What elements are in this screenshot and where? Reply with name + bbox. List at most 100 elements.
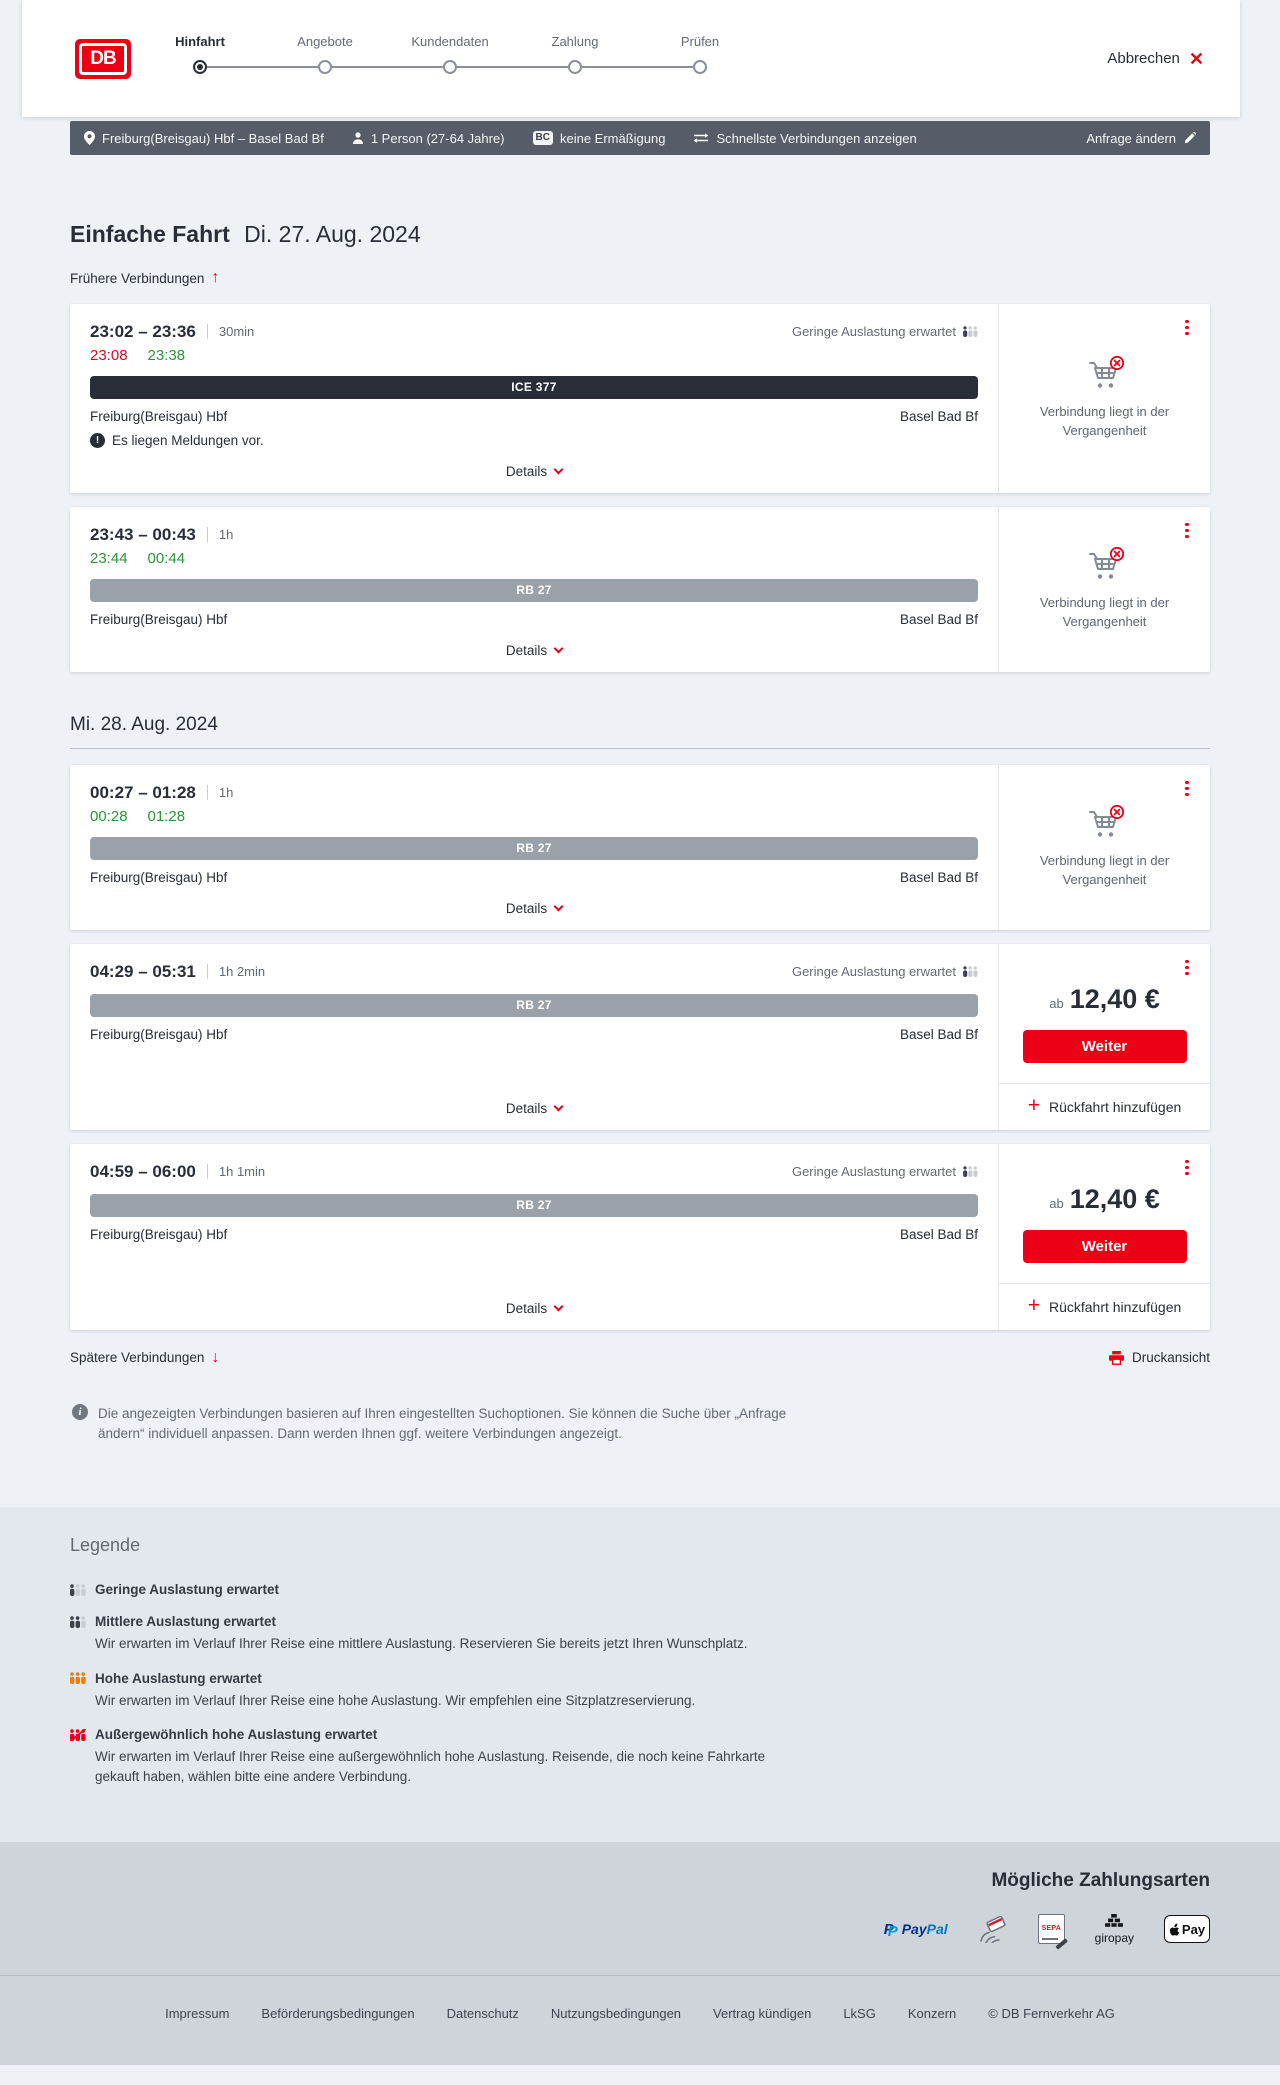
- step-prüfen: Prüfen: [681, 34, 818, 86]
- cart-past-icon: [1088, 546, 1124, 579]
- price-amount: 12,40 €: [1069, 983, 1160, 1014]
- connection-side-panel: ab 12,40 € Weiter + Rückfahrt hinzufügen: [998, 1143, 1210, 1330]
- footer-link[interactable]: Vertrag kündigen: [713, 2005, 812, 2021]
- legend-item-title: Mittlere Auslastung erwartet: [95, 1614, 277, 1630]
- discount-summary: BC keine Ermäßigung: [532, 131, 665, 146]
- legend-item-head: Hohe Auslastung erwartet: [70, 1671, 1210, 1686]
- departure-station: Freiburg(Breisgau) Hbf: [90, 1226, 228, 1242]
- step-label: Prüfen: [680, 33, 720, 49]
- stations-row: Freiburg(Breisgau) Hbf Basel Bad Bf: [90, 409, 978, 424]
- connection-main: 23:43 – 00:43 1h 23:44 00:44 RB 27 Freiburg(B…: [70, 507, 998, 672]
- step-zahlung: Zahlung: [552, 34, 693, 86]
- earlier-connections-link[interactable]: Frühere Verbindungen ↑: [70, 270, 219, 286]
- details-toggle[interactable]: Details: [506, 1285, 564, 1316]
- connection-card: 04:29 – 05:31 1h 2min Geringe Auslastung e…: [70, 943, 1210, 1130]
- footer-link[interactable]: Konzern: [907, 2005, 957, 2021]
- payment-methods-icons: P P PayPal SEPA giropay Pay: [70, 1913, 1210, 1949]
- change-request-label: Anfrage ändern: [1086, 130, 1176, 146]
- occupancy-icon: [963, 966, 978, 977]
- change-request-button[interactable]: Anfrage ändern: [1086, 131, 1196, 146]
- person-icon: [352, 132, 363, 144]
- sepa-icon: SEPA: [1037, 1914, 1068, 1949]
- details-toggle[interactable]: Details: [506, 448, 564, 479]
- details-label: Details: [505, 1100, 548, 1116]
- time-range: 23:02 – 23:36: [90, 321, 196, 341]
- footer: Impressum Beförderungsbedingungen Datensch…: [0, 1974, 1280, 2065]
- step-circle: [568, 59, 582, 74]
- footer-link[interactable]: Beförderungsbedingungen: [261, 2005, 415, 2021]
- connection-results: 23:02 – 23:36 30min Geringe Auslastung erw…: [70, 303, 1210, 1330]
- departure-station: Freiburg(Breisgau) Hbf: [90, 611, 228, 627]
- search-criteria-bar: Freiburg(Breisgau) Hbf – Basel Bad Bf 1 …: [70, 121, 1210, 155]
- legend-item-title: Geringe Auslastung erwartet: [95, 1582, 280, 1598]
- details-toggle[interactable]: Details: [506, 885, 564, 916]
- connection-card: 04:59 – 06:00 1h 1min Geringe Auslastung e…: [70, 1143, 1210, 1330]
- connection-list: 23:02 – 23:36 30min Geringe Auslastung erw…: [70, 303, 1210, 672]
- arrival-station: Basel Bad Bf: [899, 869, 978, 885]
- legend-section: Legende Geringe Auslastung erwartet Mittl…: [0, 1507, 1280, 1842]
- later-connections-link[interactable]: Spätere Verbindungen ↓: [70, 1348, 220, 1366]
- realtime-departure: 00:28: [90, 807, 128, 825]
- cancel-button[interactable]: Abbrechen ✕: [1107, 50, 1204, 68]
- add-return-button[interactable]: + Rückfahrt hinzufügen: [999, 1282, 1210, 1330]
- time-range: 04:59 – 06:00: [90, 1161, 196, 1181]
- divider: [206, 964, 208, 979]
- footer-link[interactable]: LkSG: [843, 2005, 876, 2021]
- connection-menu-button[interactable]: [1180, 1158, 1194, 1178]
- passenger-summary: 1 Person (27-64 Jahre): [352, 131, 505, 146]
- giropay-label: giropay: [1094, 1930, 1134, 1945]
- occupancy-indicator: Geringe Auslastung erwartet: [792, 324, 978, 339]
- chevron-down-icon: [553, 464, 564, 474]
- price-area: ab 12,40 € Weiter: [999, 944, 1210, 1083]
- connection-main: 04:59 – 06:00 1h 1min Geringe Auslastung e…: [70, 1144, 998, 1330]
- occupancy-label: Geringe Auslastung erwartet: [791, 964, 956, 979]
- weiter-button[interactable]: Weiter: [1022, 1029, 1187, 1063]
- details-toggle[interactable]: Details: [505, 1085, 564, 1116]
- weiter-button[interactable]: Weiter: [1022, 1229, 1187, 1263]
- connection-main: 00:27 – 01:28 1h 00:28 01:28 RB 27 Freiburg(B…: [70, 765, 998, 930]
- connection-menu-button[interactable]: [1180, 958, 1194, 978]
- legend-item: Außergewöhnlich hohe Auslastung erwartet…: [70, 1727, 1210, 1786]
- connection-side-panel: Verbindung liegt in der Vergangenheit: [998, 764, 1210, 930]
- step-label: Kundendaten: [411, 33, 489, 49]
- realtime-arrival: 00:44: [147, 549, 186, 567]
- connection-menu-button[interactable]: [1180, 779, 1194, 799]
- print-view-link[interactable]: Druckansicht: [1108, 1350, 1210, 1365]
- fastest-connections-toggle[interactable]: Schnellste Verbindungen anzeigen: [693, 131, 917, 146]
- db-logo[interactable]: DB: [75, 38, 131, 79]
- checkout-stepper: Hinfahrt Angebote Kundendaten Zahlung Prüfen: [175, 32, 818, 86]
- payment-method-apple-pay: Pay: [1164, 1915, 1210, 1944]
- earlier-connections-label: Frühere Verbindungen: [70, 270, 205, 286]
- legend-item-head: Geringe Auslastung erwartet: [70, 1582, 1210, 1597]
- connection-head-row: 23:02 – 23:36 30min Geringe Auslastung erw…: [90, 322, 978, 342]
- realtime-departure: 23:44: [90, 549, 128, 567]
- time-range: 00:27 – 01:28: [90, 782, 196, 802]
- cart-past-icon: [1088, 804, 1124, 837]
- day-heading: Mi. 28. Aug. 2024: [70, 713, 218, 735]
- past-connection-label: Verbindung liegt in der Vergangenheit: [1039, 403, 1170, 438]
- connection-menu-button[interactable]: [1180, 521, 1194, 541]
- duration-label: 1h 1min: [218, 1164, 266, 1179]
- arrow-down-icon: ↓: [211, 1348, 220, 1366]
- connection-head-row: 04:59 – 06:00 1h 1min Geringe Auslastung e…: [90, 1162, 978, 1182]
- legend-title: Legende: [70, 1535, 141, 1556]
- footer-link[interactable]: Datenschutz: [446, 2005, 519, 2021]
- details-toggle[interactable]: Details: [506, 627, 564, 658]
- step-label: Angebote: [297, 33, 353, 49]
- duration-label: 1h 2min: [218, 964, 266, 979]
- departure-station: Freiburg(Breisgau) Hbf: [90, 1026, 228, 1042]
- arrival-station: Basel Bad Bf: [899, 1026, 978, 1042]
- apple-icon: [1169, 1923, 1180, 1936]
- step-connector: [582, 65, 693, 68]
- footer-link[interactable]: Nutzungsbedingungen: [550, 2005, 682, 2021]
- footer-link[interactable]: Impressum: [165, 2005, 230, 2021]
- connection-menu-button[interactable]: [1180, 318, 1194, 338]
- occupancy-label: Geringe Auslastung erwartet: [791, 1164, 956, 1179]
- divider: [206, 1164, 208, 1179]
- cart-past-icon: [1088, 355, 1124, 388]
- legend-item-title: Außergewöhnlich hohe Auslastung erwartet: [95, 1727, 378, 1743]
- add-return-button[interactable]: + Rückfahrt hinzufügen: [999, 1082, 1210, 1130]
- footer-link[interactable]: © DB Fernverkehr AG: [988, 2005, 1115, 2021]
- legend-item-description: Wir erwarten im Verlauf Ihrer Reise eine…: [95, 1636, 748, 1652]
- realtime-arrival: 01:28: [147, 807, 186, 825]
